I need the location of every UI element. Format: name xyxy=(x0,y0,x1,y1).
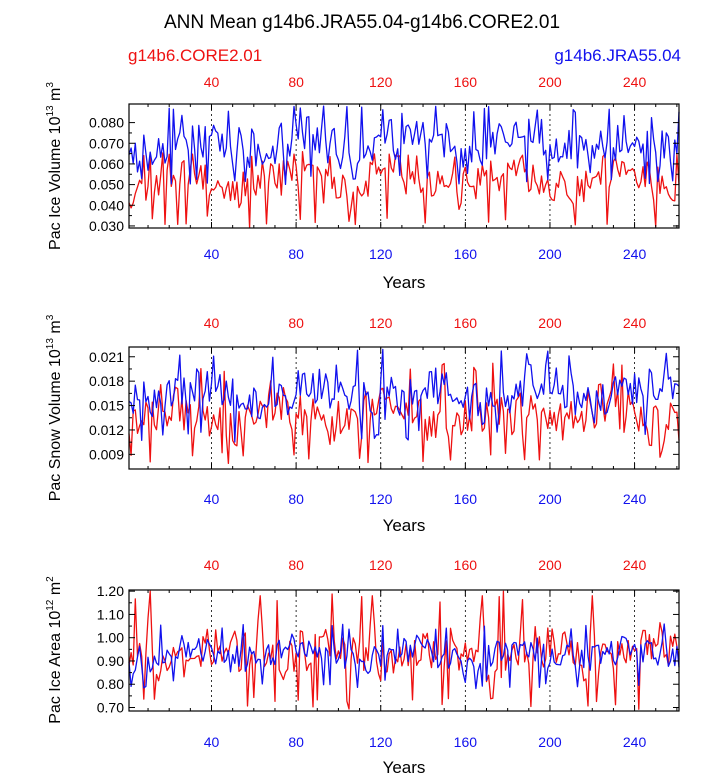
top-x-tick-label: 120 xyxy=(369,315,393,331)
y-tick-label: 1.20 xyxy=(97,583,124,599)
y-tick-label: 0.070 xyxy=(89,135,124,151)
top-x-tick-label: 200 xyxy=(538,74,562,90)
y-axis-label: Pac Ice Volume 1013 m3 xyxy=(45,82,64,250)
top-x-tick-label: 200 xyxy=(538,315,562,331)
y-axis-label-part-2: m xyxy=(47,320,64,338)
y-tick-label: 0.050 xyxy=(89,177,124,193)
y-axis-label-part-0: Pac Ice Area 10 xyxy=(47,611,64,724)
y-tick-label: 0.080 xyxy=(89,115,124,131)
y-tick-label: 0.018 xyxy=(89,373,124,389)
top-x-tick-label: 120 xyxy=(369,557,393,573)
top-x-tick-label: 120 xyxy=(369,74,393,90)
y-axis-label-part-1: 12 xyxy=(45,599,56,611)
plot-frame xyxy=(128,103,680,229)
y-axis-label-part-3: 3 xyxy=(45,82,56,88)
y-axis-label-part-3: 3 xyxy=(45,314,56,320)
bottom-x-tick-label: 40 xyxy=(204,734,220,750)
legend-right-label: g14b6.JRA55.04 xyxy=(554,46,681,65)
y-tick-label: 1.00 xyxy=(97,630,124,646)
y-tick-label: 0.060 xyxy=(89,156,124,172)
x-axis-label: Years xyxy=(383,516,426,535)
y-tick-label: 0.015 xyxy=(89,398,124,414)
bottom-x-tick-label: 240 xyxy=(623,246,647,262)
y-axis-label-part-0: Pac Snow Volume 10 xyxy=(47,349,64,501)
y-tick-label: 0.012 xyxy=(89,422,124,438)
chart-title: ANN Mean g14b6.JRA55.04-g14b6.CORE2.01 xyxy=(164,12,560,33)
top-x-tick-label: 80 xyxy=(288,315,304,331)
bottom-x-tick-label: 200 xyxy=(538,246,562,262)
panel-2: 0.009 0.012 0.015 0.018 0.021 40 40 80 80 120 120 1… xyxy=(45,314,680,535)
panel-3: 0.70 0.80 0.90 1.00 1.10 1.20 40 40 80 80 120 120 16… xyxy=(45,557,680,775)
top-x-tick-label: 40 xyxy=(204,315,220,331)
bottom-x-tick-label: 240 xyxy=(623,734,647,750)
x-axis-label: Years xyxy=(383,758,426,775)
top-x-tick-label: 160 xyxy=(454,315,478,331)
y-tick-label: 0.030 xyxy=(89,218,124,234)
plot-frame xyxy=(128,589,680,712)
bottom-x-tick-label: 80 xyxy=(288,491,304,507)
y-axis-label: Pac Ice Area 1012 m2 xyxy=(45,576,64,724)
panel-1: 0.030 0.040 0.050 0.060 0.070 0.080 40 40 80 80 12… xyxy=(45,74,680,292)
y-tick-label: 0.90 xyxy=(97,653,124,669)
plot-frame xyxy=(128,346,680,470)
series-line-core2 xyxy=(128,362,680,465)
bottom-x-tick-label: 120 xyxy=(369,491,393,507)
top-x-tick-label: 240 xyxy=(623,74,647,90)
top-x-tick-label: 80 xyxy=(288,74,304,90)
y-axis-label-part-2: m xyxy=(47,88,64,106)
top-x-tick-label: 40 xyxy=(204,74,220,90)
y-tick-label: 0.040 xyxy=(89,197,124,213)
bottom-x-tick-label: 80 xyxy=(288,734,304,750)
y-axis-label-part-2: m xyxy=(47,582,64,600)
bottom-x-tick-label: 40 xyxy=(204,491,220,507)
y-tick-label: 0.021 xyxy=(89,349,124,365)
bottom-x-tick-label: 160 xyxy=(454,734,478,750)
bottom-x-tick-label: 200 xyxy=(538,734,562,750)
chart-panels: 0.030 0.040 0.050 0.060 0.070 0.080 40 40 80 80 12… xyxy=(45,74,680,775)
top-x-tick-label: 200 xyxy=(538,557,562,573)
y-tick-label: 0.009 xyxy=(89,446,124,462)
series-line-jra55 xyxy=(128,105,680,186)
bottom-x-tick-label: 80 xyxy=(288,246,304,262)
x-axis-label: Years xyxy=(383,273,426,292)
y-axis-label-part-0: Pac Ice Volume 10 xyxy=(47,116,64,250)
bottom-x-tick-label: 40 xyxy=(204,246,220,262)
bottom-x-tick-label: 120 xyxy=(369,246,393,262)
y-tick-label: 0.70 xyxy=(97,700,124,716)
top-x-tick-label: 160 xyxy=(454,74,478,90)
series-line-jra55 xyxy=(128,623,680,690)
top-x-tick-label: 80 xyxy=(288,557,304,573)
legend-left-label: g14b6.CORE2.01 xyxy=(128,46,262,65)
bottom-x-tick-label: 160 xyxy=(454,491,478,507)
series-line-jra55 xyxy=(128,348,680,443)
y-axis-label-part-1: 13 xyxy=(45,338,56,350)
bottom-x-tick-label: 160 xyxy=(454,246,478,262)
y-axis-label-part-1: 13 xyxy=(45,105,56,117)
series-line-core2 xyxy=(128,150,680,229)
y-tick-label: 1.10 xyxy=(97,606,124,622)
top-x-tick-label: 240 xyxy=(623,315,647,331)
top-x-tick-label: 240 xyxy=(623,557,647,573)
y-axis-label: Pac Snow Volume 1013 m3 xyxy=(45,314,64,501)
top-x-tick-label: 40 xyxy=(204,557,220,573)
y-tick-label: 0.80 xyxy=(97,676,124,692)
bottom-x-tick-label: 120 xyxy=(369,734,393,750)
bottom-x-tick-label: 200 xyxy=(538,491,562,507)
y-axis-label-part-3: 2 xyxy=(45,576,56,582)
top-x-tick-label: 160 xyxy=(454,557,478,573)
bottom-x-tick-label: 240 xyxy=(623,491,647,507)
